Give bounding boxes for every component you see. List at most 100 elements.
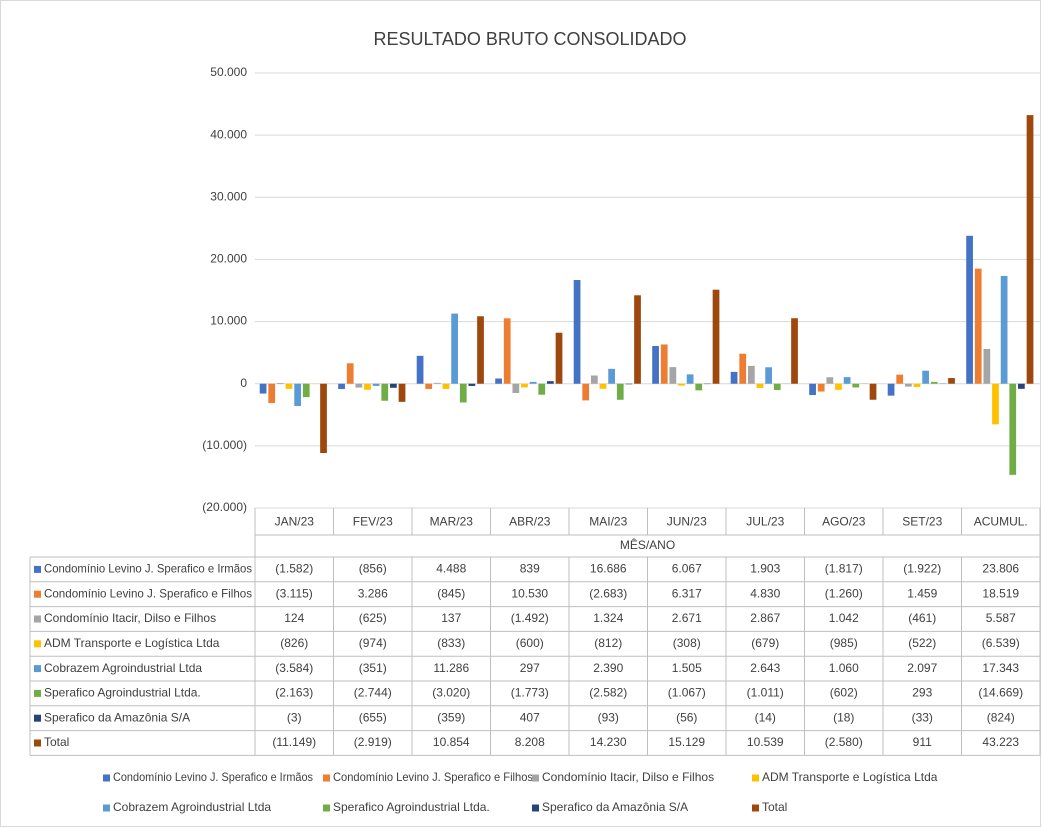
- bar: [739, 353, 747, 384]
- bar: [747, 365, 755, 384]
- bar: [869, 383, 877, 400]
- bar: [817, 383, 825, 392]
- table-cell: (845): [437, 586, 465, 600]
- table-cell: (461): [908, 611, 936, 625]
- bar: [852, 383, 860, 388]
- bar: [451, 313, 458, 384]
- bar: [913, 383, 921, 387]
- table-cell: 2.671: [672, 611, 702, 625]
- table-cell: 10.530: [511, 586, 548, 600]
- bar: [503, 318, 511, 384]
- bar: [538, 383, 546, 395]
- table-cell: 17.343: [982, 661, 1019, 675]
- bar: [364, 383, 371, 390]
- bar: [398, 383, 406, 402]
- bar: [652, 346, 659, 384]
- table-cell: 10.854: [433, 735, 470, 749]
- table-row-label: Condomínio Itacir, Dilso e Filhos: [44, 611, 216, 625]
- table-cell: (985): [830, 636, 858, 650]
- y-tick-label: 20.000: [210, 252, 247, 266]
- bar: [259, 383, 267, 394]
- table-cell: 911: [913, 735, 932, 749]
- bar: [625, 383, 633, 385]
- legend-key: [752, 774, 759, 782]
- bar: [948, 378, 955, 384]
- table-row-label: Cobrazem Agroindustrial Ltda: [44, 661, 202, 675]
- bar: [966, 235, 973, 384]
- table-row-label: Total: [44, 735, 69, 749]
- table-legend-key: [34, 665, 41, 673]
- table-cell: (1.773): [511, 686, 549, 700]
- table-row-label: Condomínio Levino J. Sperafico e Irmãos: [44, 562, 252, 576]
- x-tick-label: ABR/23: [509, 515, 551, 529]
- chart-title: RESULTADO BRUTO CONSOLIDADO: [373, 29, 686, 49]
- legend-key: [323, 804, 330, 812]
- legend-key: [103, 774, 110, 782]
- table-cell: (2.683): [589, 586, 627, 600]
- table-cell: 10.539: [747, 735, 784, 749]
- bar: [390, 383, 397, 388]
- table-cell: 297: [520, 661, 540, 675]
- table-cell: (2.919): [354, 735, 392, 749]
- table-cell: 2.097: [907, 661, 937, 675]
- table-cell: (1.011): [747, 686, 784, 700]
- table-legend-key: [34, 565, 41, 573]
- y-tick-label: (20.000): [202, 500, 247, 514]
- table-cell: 6.067: [672, 562, 702, 576]
- table-cell: (14): [755, 710, 776, 724]
- bar: [512, 383, 520, 393]
- bar: [355, 383, 363, 388]
- legend-key: [752, 804, 759, 812]
- bar: [678, 383, 685, 386]
- bar: [599, 383, 607, 389]
- table-cell: (11.149): [272, 735, 316, 749]
- x-tick-label: ACUMUL.: [974, 515, 1028, 529]
- legend-label: Condomínio Levino J. Sperafico e Irmãos: [113, 770, 313, 784]
- bar: [582, 383, 590, 401]
- table-cell: (812): [594, 636, 622, 650]
- table-cell: (856): [359, 562, 387, 576]
- table-cell: 1.505: [672, 661, 702, 675]
- table-cell: (2.744): [354, 686, 392, 700]
- table-row-label: Sperafico da Amazônia S/A: [44, 710, 190, 724]
- table-cell: 1.042: [829, 611, 859, 625]
- table-cell: (2.163): [275, 686, 313, 700]
- table-cell: (6.539): [982, 636, 1020, 650]
- legend-label: Total: [762, 800, 787, 814]
- table-cell: 839: [520, 562, 540, 576]
- bar: [1018, 383, 1025, 389]
- table-legend-key: [34, 590, 41, 598]
- bar: [616, 383, 624, 400]
- bar: [695, 383, 703, 391]
- table-legend-key: [34, 640, 41, 648]
- table-legend-key: [34, 615, 41, 623]
- bar: [660, 344, 668, 384]
- table-cell: 6.317: [672, 586, 702, 600]
- table-cell: (3.584): [275, 661, 313, 675]
- bar: [826, 377, 834, 384]
- table-cell: (2.582): [589, 686, 627, 700]
- bar: [809, 383, 816, 396]
- table-cell: 11.286: [433, 661, 469, 675]
- table-legend-key: [34, 714, 41, 722]
- y-tick-label: (10.000): [202, 438, 247, 452]
- bar: [773, 383, 781, 390]
- legend-label: ADM Transporte e Logística Ltda: [762, 770, 938, 784]
- table-cell: (600): [516, 636, 544, 650]
- bar: [381, 383, 389, 401]
- legend-key: [323, 774, 330, 782]
- table-cell: 43.223: [982, 735, 1019, 749]
- table-cell: (33): [912, 710, 933, 724]
- bar: [433, 382, 441, 384]
- bar: [686, 374, 694, 384]
- bar: [669, 367, 677, 384]
- bar: [974, 268, 982, 384]
- table-cell: (826): [280, 636, 308, 650]
- legend-label: Condomínio Itacir, Dilso e Filhos: [542, 770, 714, 784]
- table-row-label: Condomínio Levino J. Sperafico e Filhos: [44, 586, 252, 600]
- table-cell: (1.260): [825, 586, 863, 600]
- table-cell: (308): [673, 636, 701, 650]
- bar: [730, 371, 738, 384]
- table-cell: 2.867: [750, 611, 780, 625]
- x-tick-label: JUN/23: [667, 515, 707, 529]
